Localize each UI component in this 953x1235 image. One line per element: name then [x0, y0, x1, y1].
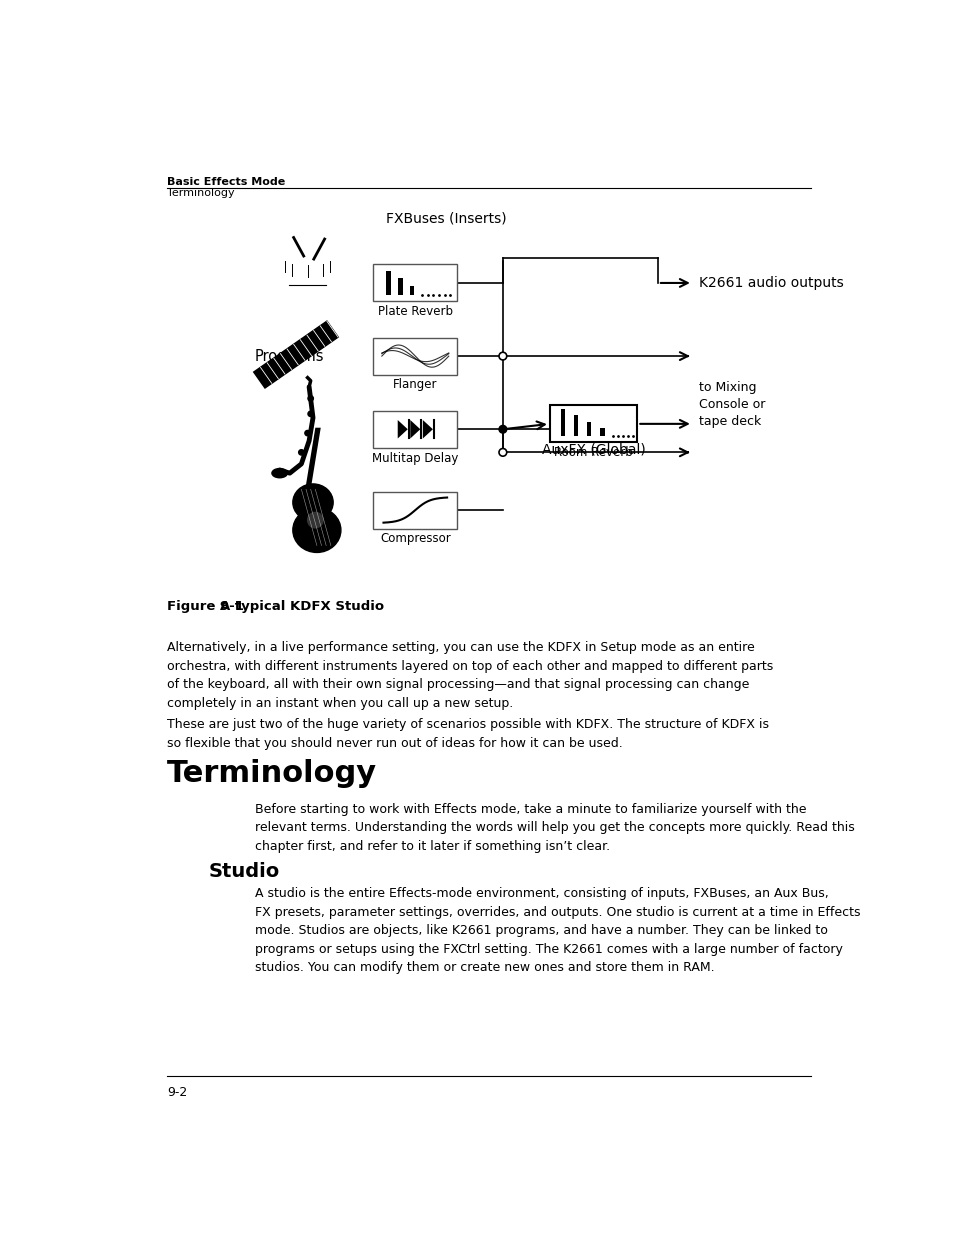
Bar	[386, 270, 391, 295]
Polygon shape	[422, 420, 433, 438]
Polygon shape	[410, 420, 420, 438]
Polygon shape	[253, 321, 337, 388]
Bar	[373, 337, 456, 374]
Circle shape	[307, 513, 323, 527]
Text: Plate Reverb: Plate Reverb	[377, 305, 453, 319]
Circle shape	[498, 425, 506, 433]
Text: Alternatively, in a live performance setting, you can use the KDFX in Setup mode: Alternatively, in a live performance set…	[167, 641, 773, 709]
Text: 9-2: 9-2	[167, 1086, 188, 1099]
Bar	[373, 264, 456, 301]
Text: Flanger: Flanger	[393, 378, 437, 391]
Circle shape	[298, 450, 304, 454]
Polygon shape	[397, 420, 407, 438]
Text: AuxFX (Global): AuxFX (Global)	[541, 442, 645, 456]
Bar	[573, 415, 578, 436]
Bar	[549, 405, 637, 442]
Polygon shape	[305, 427, 320, 489]
Text: A studio is the entire Effects-mode environment, consisting of inputs, FXBuses, : A studio is the entire Effects-mode envi…	[254, 888, 860, 974]
Bar	[599, 427, 604, 436]
Text: Before starting to work with Effects mode, take a minute to familiarize yourself: Before starting to work with Effects mod…	[254, 803, 854, 852]
Text: Studio: Studio	[208, 862, 279, 881]
Text: Terminology: Terminology	[167, 188, 234, 199]
Circle shape	[498, 352, 506, 359]
Text: Compressor: Compressor	[379, 532, 450, 546]
Circle shape	[498, 448, 506, 456]
Circle shape	[308, 411, 313, 416]
Text: Programs: Programs	[254, 348, 324, 363]
Ellipse shape	[293, 508, 340, 552]
Text: Terminology: Terminology	[167, 758, 377, 788]
Text: Figure 9-1: Figure 9-1	[167, 600, 244, 614]
Bar	[586, 421, 591, 436]
Bar	[409, 285, 414, 295]
Text: K2661 audio outputs: K2661 audio outputs	[699, 275, 842, 290]
Text: These are just two of the huge variety of scenarios possible with KDFX. The stru: These are just two of the huge variety o…	[167, 718, 768, 750]
Bar	[373, 411, 456, 448]
Text: FXBuses (Inserts): FXBuses (Inserts)	[386, 211, 506, 225]
Bar	[373, 492, 456, 529]
Circle shape	[305, 431, 310, 436]
Text: to Mixing
Console or
tape deck: to Mixing Console or tape deck	[699, 380, 764, 427]
Text: Basic Effects Mode: Basic Effects Mode	[167, 177, 285, 186]
Bar	[560, 409, 564, 436]
Ellipse shape	[285, 257, 330, 287]
Text: Multitap Delay: Multitap Delay	[372, 452, 458, 464]
Text: Room Reverb: Room Reverb	[554, 446, 632, 459]
Bar	[397, 278, 402, 295]
Ellipse shape	[272, 468, 287, 478]
Text: A typical KDFX Studio: A typical KDFX Studio	[220, 600, 384, 614]
Ellipse shape	[293, 484, 333, 521]
Circle shape	[308, 395, 313, 401]
